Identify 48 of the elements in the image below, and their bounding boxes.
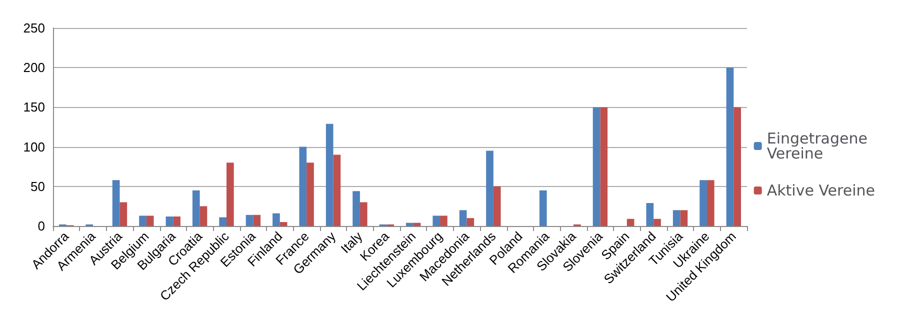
bar [200,206,208,226]
bar [680,210,688,226]
bar [120,202,128,226]
bar [600,107,608,226]
bar [253,214,261,226]
bar [646,203,654,226]
bar [299,146,307,226]
y-tick-label: 50 [30,178,45,194]
bar [146,216,154,226]
bar [539,190,547,226]
bar [654,218,661,226]
y-tick-label: 100 [23,139,45,154]
y-tick-label: 0 [38,218,45,234]
bar [406,222,414,226]
bar [734,107,741,226]
y-tick-label: 150 [23,100,45,115]
bar [173,216,180,226]
bar [486,150,494,226]
bar [333,154,341,226]
bar [413,222,421,226]
bar [139,216,146,226]
bar [360,202,368,226]
bar [700,180,707,226]
bar [112,180,120,226]
bar [466,218,474,226]
bar [226,162,234,226]
bar [459,210,467,226]
bar [192,190,200,226]
bar [166,216,174,226]
bar [626,218,634,226]
legend-label: Aktive Vereine [766,182,876,200]
bar [280,222,288,226]
bar [440,216,448,226]
bar [726,68,734,226]
bar [219,217,226,226]
bar [493,186,501,226]
bar [706,180,714,226]
bar [672,210,680,226]
bar [306,162,314,226]
bar [592,107,600,226]
bar [432,216,440,226]
y-tick-label: 250 [23,20,45,36]
bar [272,213,280,226]
legend-label: Eingetragene Vereine [766,130,872,162]
y-tick-label: 200 [23,60,45,76]
bar [352,191,360,226]
bar [246,214,254,226]
bar [326,124,334,226]
